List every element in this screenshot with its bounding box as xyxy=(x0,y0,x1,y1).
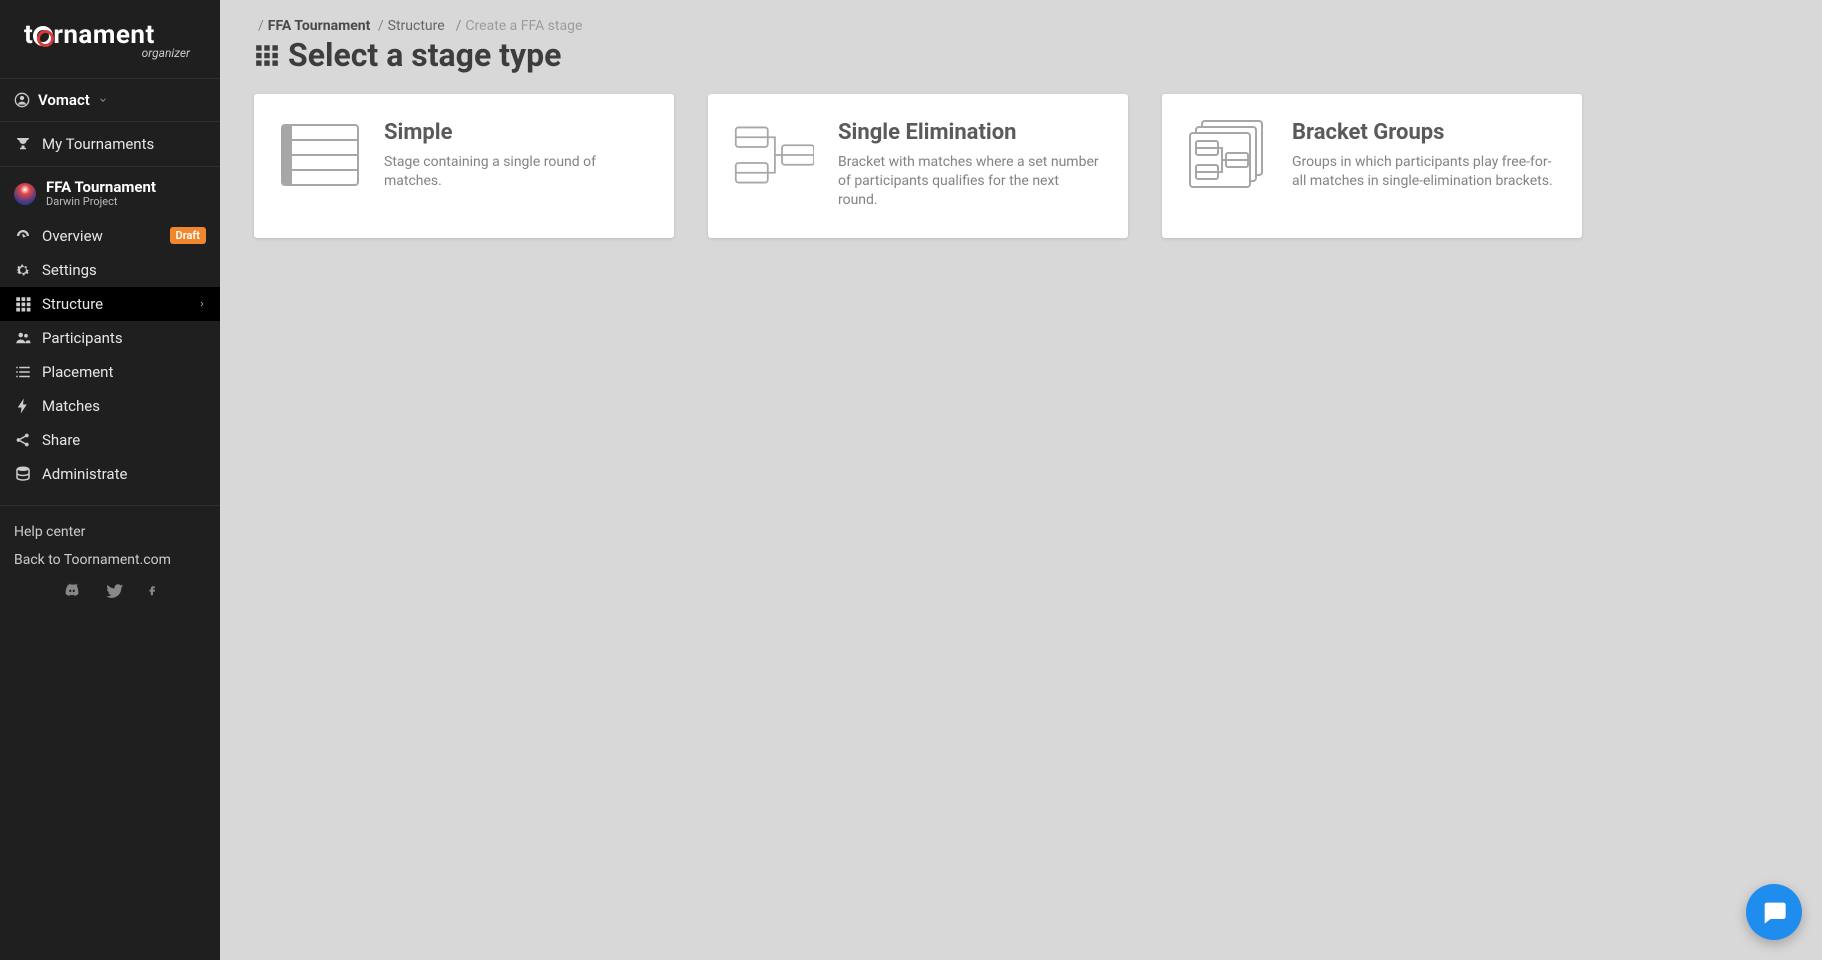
bolt-icon xyxy=(14,397,32,415)
brand-o-icon xyxy=(33,26,53,46)
sidebar-item-settings[interactable]: Settings xyxy=(0,253,220,287)
brand-pre: t xyxy=(24,20,33,50)
facebook-icon[interactable] xyxy=(147,582,159,600)
sidebar-item-label: Administrate xyxy=(42,465,206,483)
sidebar: t rnament organizer Vomact My Tournaments… xyxy=(0,0,220,960)
sidebar-footer: Help center Back to Toornament.com xyxy=(0,505,220,612)
breadcrumb-level1[interactable]: FFA Tournament xyxy=(268,18,371,34)
sidebar-item-overview[interactable]: Overview Draft xyxy=(0,219,220,253)
back-toornament-link[interactable]: Back to Toornament.com xyxy=(14,546,206,574)
card-description: Stage containing a single round of match… xyxy=(384,153,648,191)
brand-logo[interactable]: t rnament organizer xyxy=(0,0,220,78)
chevron-right-icon xyxy=(198,300,206,308)
grid-icon xyxy=(254,42,280,68)
stage-type-card-simple[interactable]: Simple Stage containing a single round o… xyxy=(254,94,674,238)
current-tournament-header[interactable]: FFA Tournament Darwin Project xyxy=(0,167,220,219)
users-icon xyxy=(14,329,32,347)
sidebar-item-matches[interactable]: Matches xyxy=(0,389,220,423)
brand-post: rnament xyxy=(53,20,154,50)
gear-icon xyxy=(14,261,32,279)
sidebar-item-label: Structure xyxy=(42,295,188,313)
breadcrumb: /FFA Tournament /Structure /Create a FFA… xyxy=(220,0,1822,36)
card-description: Bracket with matches where a set number … xyxy=(838,153,1102,210)
sidebar-item-my-tournaments[interactable]: My Tournaments xyxy=(0,122,220,166)
tournament-title: FFA Tournament xyxy=(46,179,156,196)
chat-widget-button[interactable] xyxy=(1746,884,1802,940)
card-description: Groups in which participants play free-f… xyxy=(1292,153,1556,191)
page-title: Select a stage type xyxy=(288,36,561,74)
tournament-subtitle: Darwin Project xyxy=(46,196,156,209)
sidebar-item-label: Overview xyxy=(42,227,160,245)
user-name: Vomact xyxy=(38,91,90,109)
sidebar-item-label: Placement xyxy=(42,363,206,381)
sidebar-item-label: Settings xyxy=(42,261,206,279)
list-icon xyxy=(14,363,32,381)
discord-icon[interactable] xyxy=(61,582,83,600)
card-title: Single Elimination xyxy=(838,120,1102,145)
card-title: Simple xyxy=(384,120,648,145)
draft-badge: Draft xyxy=(170,227,206,244)
breadcrumb-level3: Create a FFA stage xyxy=(465,18,582,34)
help-center-link[interactable]: Help center xyxy=(14,518,206,546)
trophy-icon xyxy=(14,135,32,153)
sidebar-item-share[interactable]: Share xyxy=(0,423,220,457)
user-menu[interactable]: Vomact xyxy=(0,78,220,122)
bracket-groups-icon xyxy=(1188,120,1268,190)
sidebar-item-administrate[interactable]: Administrate xyxy=(0,457,220,491)
sidebar-item-label: Matches xyxy=(42,397,206,415)
main-content: /FFA Tournament /Structure /Create a FFA… xyxy=(220,0,1822,960)
breadcrumb-level2[interactable]: Structure xyxy=(388,18,445,34)
database-icon xyxy=(14,465,32,483)
share-icon xyxy=(14,431,32,449)
sidebar-item-label: Participants xyxy=(42,329,206,347)
single-elim-icon xyxy=(734,120,814,190)
grid-icon xyxy=(14,295,32,313)
chevron-down-icon xyxy=(98,95,108,105)
sidebar-item-structure[interactable]: Structure xyxy=(0,287,220,321)
sidebar-item-placement[interactable]: Placement xyxy=(0,355,220,389)
stage-type-card-bracket-groups[interactable]: Bracket Groups Groups in which participa… xyxy=(1162,94,1582,238)
card-title: Bracket Groups xyxy=(1292,120,1556,145)
simple-stage-icon xyxy=(280,120,360,190)
stage-type-card-single-elimination[interactable]: Single Elimination Bracket with matches … xyxy=(708,94,1128,238)
tournament-avatar-icon xyxy=(14,183,36,205)
twitter-icon[interactable] xyxy=(105,582,125,600)
sidebar-item-participants[interactable]: Participants xyxy=(0,321,220,355)
user-icon xyxy=(14,92,30,108)
brand-subtitle: organizer xyxy=(142,46,190,60)
gauge-icon xyxy=(14,227,32,245)
sidebar-item-label: My Tournaments xyxy=(42,135,206,153)
chat-icon xyxy=(1760,898,1788,926)
sidebar-item-label: Share xyxy=(42,431,206,449)
